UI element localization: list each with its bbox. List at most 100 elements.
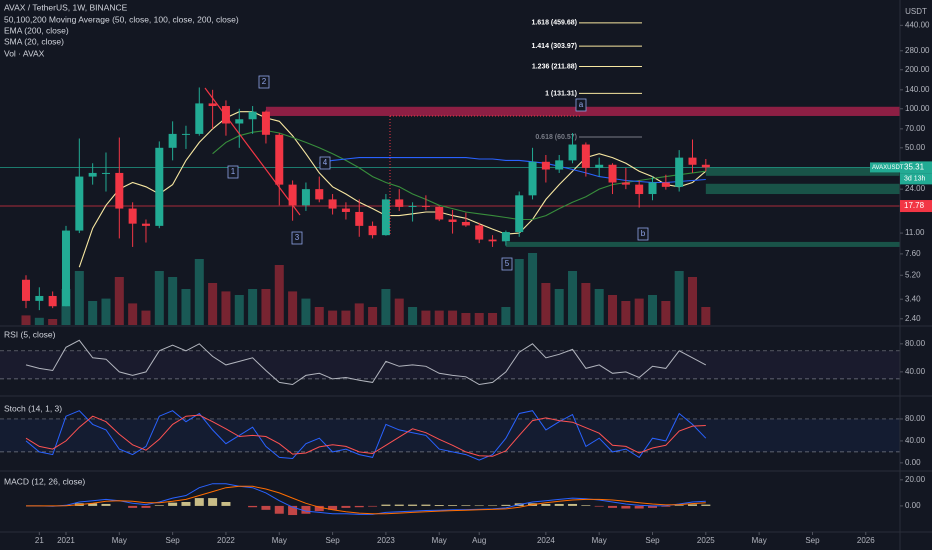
- volume-bar: [154, 271, 164, 325]
- macd-histogram: [154, 505, 164, 506]
- volume-bar: [461, 313, 471, 325]
- y-tick-label: 2.40: [905, 314, 921, 323]
- fib-label: 1.414 (303.97): [531, 43, 577, 50]
- volume-bar: [288, 291, 298, 325]
- macd-histogram: [261, 505, 271, 510]
- macd-histogram: [688, 504, 697, 506]
- y-tick-label: 40.00: [905, 367, 926, 376]
- candle-body: [395, 199, 404, 207]
- volume-bar: [648, 295, 658, 325]
- y-tick-label: 80.00: [905, 414, 926, 423]
- candle-body: [22, 279, 30, 301]
- candle-body: [515, 195, 524, 233]
- macd-histogram: [448, 505, 458, 506]
- volume-bar: [274, 265, 284, 325]
- x-tick-label: May: [752, 536, 767, 545]
- macd-histogram: [208, 498, 218, 506]
- candle-body: [101, 172, 110, 174]
- countdown-tag: [900, 173, 932, 185]
- candle-body: [61, 230, 70, 307]
- candle-body: [181, 133, 190, 135]
- x-tick-label: 2024: [537, 536, 555, 545]
- candle-body: [35, 295, 44, 301]
- price-tag: [900, 200, 932, 213]
- x-tick-label: Sep: [645, 536, 660, 545]
- band-fill: [0, 418, 900, 452]
- macd-histogram: [594, 505, 604, 507]
- price-tag: [900, 161, 932, 174]
- candle-body: [208, 103, 217, 107]
- indicator-legend: 50,100,200 Moving Average (50, close, 10…: [4, 14, 239, 24]
- candle-body: [248, 111, 257, 120]
- macd-histogram: [194, 498, 204, 506]
- countdown-label: 3d 13h: [904, 176, 926, 183]
- volume-bar: [34, 317, 44, 325]
- y-tick-label: 80.00: [905, 339, 926, 348]
- y-tick-label: 200.00: [905, 65, 930, 74]
- candle-body: [235, 119, 244, 124]
- wave-box: [501, 257, 513, 271]
- candle-body: [621, 182, 630, 185]
- volume-bar: [128, 303, 138, 325]
- x-tick-label: Aug: [472, 536, 486, 545]
- candle-body: [88, 172, 97, 177]
- volume-bar: [514, 259, 524, 325]
- candle-body: [48, 295, 57, 307]
- volume-bar: [354, 303, 364, 325]
- macd-histogram: [661, 505, 671, 507]
- moving-average: [319, 157, 706, 184]
- macd-histogram: [461, 505, 471, 506]
- wave-label: b: [641, 229, 646, 238]
- wave-label: 3: [295, 233, 300, 242]
- macd-histogram: [621, 505, 631, 509]
- macd-histogram: [354, 505, 364, 508]
- indicator-legend: Vol · AVAX: [4, 48, 45, 58]
- macd-histogram: [141, 505, 151, 508]
- volume-bar: [594, 289, 604, 325]
- price-tag-label: 17.78: [904, 201, 925, 210]
- volume-bar: [208, 283, 218, 325]
- y-tick-label: 20.00: [905, 475, 926, 484]
- macd-histogram: [288, 505, 298, 516]
- volume-bar: [394, 298, 404, 325]
- macd-histogram: [541, 503, 551, 506]
- volume-bar: [194, 259, 204, 325]
- wave-box: [291, 231, 303, 245]
- macd-histogram: [328, 505, 338, 510]
- y-tick-label: 0.00: [905, 501, 921, 510]
- wave-box: [258, 75, 270, 89]
- x-tick-label: Sep: [805, 536, 820, 545]
- macd-histogram: [568, 503, 578, 506]
- volume-bar: [408, 307, 418, 325]
- candle-body: [155, 147, 164, 226]
- wave-label: 5: [505, 259, 510, 268]
- candle-body: [475, 225, 484, 240]
- fib-label: 1 (131.31): [545, 90, 577, 97]
- candle-body: [421, 205, 430, 207]
- volume-bar: [314, 307, 324, 325]
- volume-bar: [248, 289, 258, 325]
- indicator-legend: EMA (200, close): [4, 25, 69, 35]
- volume-bar: [221, 291, 231, 325]
- macd-histogram: [634, 505, 644, 509]
- candle-body: [221, 106, 230, 124]
- volume-bar: [234, 295, 244, 325]
- volume-bar: [301, 298, 311, 325]
- macd-histogram: [341, 505, 351, 508]
- y-tick-label: 0.00: [905, 458, 921, 467]
- macd-histogram: [434, 505, 444, 506]
- wave-box: [319, 156, 331, 170]
- candle-body: [275, 134, 284, 185]
- x-tick-label: 21: [35, 536, 44, 545]
- unit-label: USDT: [905, 7, 927, 16]
- wave-box: [227, 165, 239, 179]
- y-tick-label: 140.00: [905, 85, 930, 94]
- candle-body: [195, 103, 204, 134]
- zone: [505, 241, 900, 247]
- zone: [705, 167, 900, 176]
- volume-bar: [701, 307, 711, 325]
- indicator-line: [25, 339, 707, 386]
- x-tick-label: 2022: [217, 536, 235, 545]
- volume-bar: [168, 277, 178, 325]
- volume-bar: [61, 289, 71, 325]
